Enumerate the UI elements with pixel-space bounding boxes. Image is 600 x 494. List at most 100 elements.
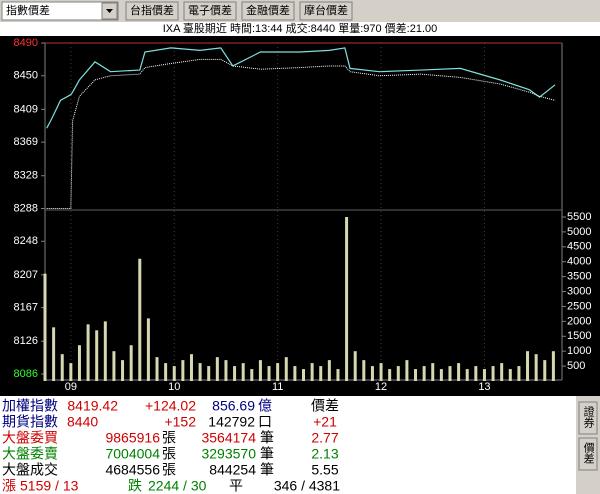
volume-bar — [500, 363, 504, 381]
quote-cell: 5.55 — [311, 462, 338, 478]
quote-cell: +152 — [164, 414, 196, 430]
quote-cell: 大盤委買 — [2, 430, 58, 446]
volume-bar — [310, 363, 314, 381]
volume-bar — [284, 357, 288, 381]
volume-bar — [164, 363, 168, 381]
y2-tick-label: 1000 — [567, 345, 591, 357]
y2-tick-label: 500 — [567, 360, 585, 372]
quote-cell: 大盤成交 — [2, 462, 58, 478]
x-tick-label: 09 — [65, 381, 77, 393]
y-tick-label: 8248 — [14, 235, 38, 247]
volume-bar — [353, 351, 357, 381]
quote-cell: 億 — [258, 398, 272, 414]
y-tick-label: 8369 — [14, 136, 38, 148]
quote-cell: 張 — [162, 462, 176, 478]
volume-bar — [69, 363, 73, 381]
quote-cell: 3564174 — [201, 430, 256, 446]
volume-bar — [422, 366, 426, 381]
y-tick-label: 8490 — [14, 37, 38, 49]
volume-bar — [551, 351, 555, 381]
quote-cell: 筆 — [260, 446, 274, 462]
y2-tick-label: 4000 — [567, 256, 591, 268]
volume-bar — [52, 327, 56, 381]
volume-bar — [189, 354, 193, 381]
toolbar-button[interactable] — [241, 1, 295, 21]
volume-bar — [327, 360, 331, 381]
y2-tick-label: 5000 — [567, 226, 591, 238]
quote-cell: 3293570 — [201, 446, 256, 462]
x-tick-label: 10 — [168, 381, 180, 393]
quote-cell: +124.02 — [145, 398, 196, 414]
y-tick-label: 8207 — [14, 269, 38, 281]
y-tick-label: 8167 — [14, 302, 38, 314]
volume-bar — [336, 369, 340, 381]
quote-cell: 5159 / 13 — [20, 478, 79, 494]
toolbar-button[interactable] — [183, 1, 237, 21]
y2-tick-label: 4500 — [567, 241, 591, 253]
toolbar-button-label: 摩台價差 — [304, 3, 348, 17]
volume-bar — [60, 354, 64, 381]
dropdown-text: 指數價差 — [6, 3, 50, 17]
volume-bar — [319, 366, 323, 381]
quote-cell: 平 — [229, 478, 243, 494]
toolbar-button-label: 電子價差 — [188, 3, 232, 17]
volume-bar — [302, 369, 305, 381]
quote-cell: 筆 — [260, 462, 274, 478]
quote-cell: 漲 — [2, 478, 16, 494]
quote-panel — [0, 396, 576, 494]
y2-tick-label: 3000 — [567, 285, 591, 297]
chart-area — [0, 36, 600, 396]
quote-cell: 2.77 — [311, 430, 338, 446]
quote-cell: 口 — [258, 414, 272, 430]
toolbar-button-label: 金融價差 — [246, 3, 290, 17]
volume-bar — [250, 369, 254, 381]
y-tick-label: 8409 — [14, 103, 38, 115]
volume-bar — [258, 360, 262, 381]
quote-cell: 8440 — [67, 414, 98, 430]
y2-tick-label: 2500 — [567, 300, 591, 312]
y2-tick-label: 2000 — [567, 315, 591, 327]
volume-bar — [431, 363, 435, 381]
quote-cell: 價差 — [311, 398, 339, 414]
side-tab[interactable] — [578, 437, 598, 471]
volume-bar — [155, 357, 159, 381]
volume-bar — [181, 360, 185, 381]
quote-cell: 856.69 — [212, 398, 255, 414]
toolbar-button[interactable] — [125, 1, 179, 21]
quote-cell: 8419.42 — [67, 398, 118, 414]
volume-bar — [379, 363, 383, 381]
x-tick-label: 13 — [478, 381, 490, 393]
volume-bar — [370, 366, 374, 381]
quote-cell: 2244 / 30 — [148, 478, 207, 494]
volume-bar — [146, 318, 150, 381]
toolbar-button[interactable] — [299, 1, 353, 21]
quote-cell: 張 — [162, 430, 176, 446]
volume-bar — [293, 366, 297, 381]
x-tick-label: 11 — [272, 381, 283, 393]
y-tick-label: 8328 — [14, 170, 38, 182]
volume-bar — [95, 330, 99, 381]
dropdown[interactable] — [1, 1, 119, 21]
volume-bar — [526, 351, 530, 381]
y-tick-label: 8450 — [14, 70, 38, 82]
side-tab[interactable] — [578, 401, 598, 435]
volume-bar — [457, 363, 461, 381]
volume-bar — [224, 360, 228, 381]
x-tick-label: 12 — [375, 381, 387, 393]
y-tick-label: 8086 — [14, 368, 38, 380]
info-text: IXA 臺股期近 時間:13:44 成交:8440 單量:970 價差:21.0… — [163, 21, 438, 35]
volume-bar — [112, 351, 116, 381]
volume-bar — [241, 363, 245, 381]
quote-cell: 142792 — [208, 414, 255, 430]
volume-bar — [508, 369, 512, 381]
quote-cell: +21 — [313, 414, 337, 430]
volume-bar — [388, 369, 392, 381]
volume-bar — [362, 360, 366, 381]
volume-bar — [138, 258, 142, 381]
volume-bar — [345, 217, 349, 381]
price-line — [46, 47, 556, 129]
volume-bar — [233, 366, 237, 381]
quote-cell: 346 / 4381 — [274, 478, 340, 494]
volume-bar — [543, 360, 547, 381]
